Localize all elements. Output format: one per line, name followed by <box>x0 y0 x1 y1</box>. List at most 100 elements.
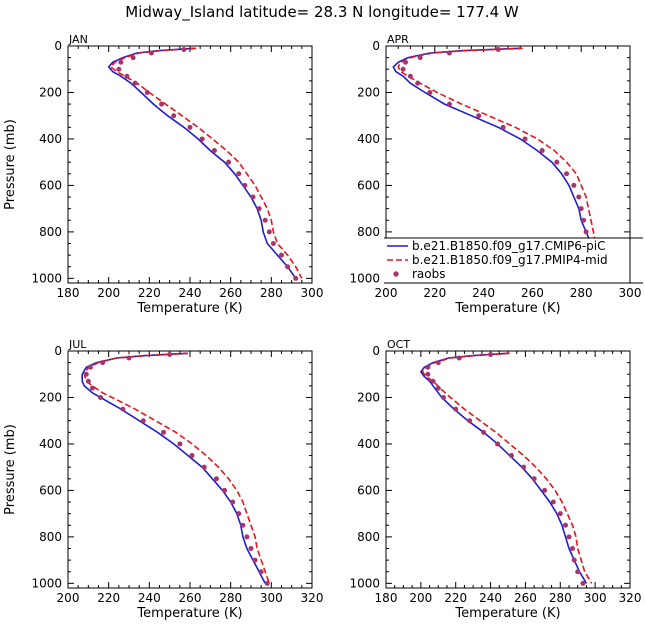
raobs-point <box>240 522 246 528</box>
panel-jul: 200 220 240 260 280 300 320 0 200 400 600 800 1000 JU… <box>3 338 323 621</box>
raobs-point <box>167 351 173 357</box>
raobs-point <box>557 511 563 517</box>
raobs-point <box>566 534 572 540</box>
y-tick-label: 0 <box>372 344 380 358</box>
raobs-point <box>476 113 482 119</box>
raobs-point <box>120 406 126 412</box>
legend-entry-label: b.e21.B1850.f09_g17.PMIP4-mid <box>412 253 608 267</box>
raobs-point <box>425 364 431 370</box>
raobs-point <box>427 89 433 95</box>
raobs-point <box>187 124 193 130</box>
x-tick-label: 300 <box>260 591 283 605</box>
raobs-point <box>569 546 575 551</box>
raobs-point <box>435 360 441 366</box>
y-tick-label: 0 <box>54 39 62 53</box>
raobs-point <box>256 206 262 212</box>
raobs-point <box>161 429 167 435</box>
raobs-point <box>403 59 409 65</box>
raobs-point <box>554 159 560 165</box>
panel-month-label: APR <box>387 33 409 46</box>
raobs-point <box>508 453 514 459</box>
raobs-point <box>425 371 431 377</box>
raobs-point <box>266 229 272 235</box>
raobs-point <box>189 453 195 459</box>
raobs-point <box>521 464 527 470</box>
raobs-point <box>481 429 487 435</box>
raobs-point <box>531 476 537 482</box>
series-line-pmip4 <box>83 352 271 584</box>
raobs-point <box>116 66 122 72</box>
x-tick-label: 260 <box>219 286 242 300</box>
x-tick-label: 260 <box>514 591 537 605</box>
raobs-point <box>581 217 587 223</box>
series-line-pmip4 <box>397 47 612 279</box>
raobs-point <box>236 171 242 177</box>
x-tick-label: 260 <box>521 286 544 300</box>
raobs-point <box>542 487 548 493</box>
raobs-point <box>211 148 217 154</box>
x-tick-label: 240 <box>138 591 161 605</box>
raobs-point <box>262 217 268 223</box>
raobs-point <box>130 55 136 61</box>
panel-month-label: JUL <box>68 338 87 351</box>
raobs-point <box>279 252 284 258</box>
y-tick-label: 600 <box>357 483 380 497</box>
raobs-point <box>244 534 250 540</box>
x-axis-label: Temperature (K) <box>454 301 560 316</box>
x-tick-label: 300 <box>619 286 642 300</box>
y-tick-label: 400 <box>357 437 380 451</box>
x-tick-label: 220 <box>423 286 446 300</box>
y-tick-label: 800 <box>39 225 62 239</box>
x-tick-label: 320 <box>301 591 324 605</box>
raobs-point <box>446 50 452 56</box>
y-tick-label: 400 <box>39 437 62 451</box>
legend: b.e21.B1850.f09_g17.CMIP6-piCb.e21.B1850… <box>384 237 643 284</box>
panels-container: 180 200 220 240 260 280 300 0 200 400 600 800 1000 JA… <box>3 33 643 621</box>
x-tick-label: 180 <box>375 591 398 605</box>
raobs-point <box>230 499 236 505</box>
raobs-point <box>453 406 459 412</box>
raobs-point <box>500 124 506 130</box>
x-tick-label: 300 <box>301 286 324 300</box>
raobs-point <box>435 385 441 391</box>
x-tick-label: 240 <box>479 591 502 605</box>
raobs-point <box>270 241 276 246</box>
raobs-point <box>248 546 254 551</box>
series-line-pmip4 <box>421 352 593 584</box>
raobs-point <box>539 148 545 154</box>
x-tick-label: 300 <box>584 591 607 605</box>
y-tick-label: 600 <box>39 178 62 192</box>
legend-entry-label: raobs <box>412 267 446 281</box>
plot-frame <box>67 45 313 284</box>
raobs-point <box>148 50 154 56</box>
raobs-point <box>467 418 473 424</box>
raobs-point <box>576 194 582 200</box>
raobs-point <box>441 394 447 400</box>
raobs-point <box>571 557 577 563</box>
y-tick-label: 200 <box>357 85 380 99</box>
y-tick-label: 400 <box>39 132 62 146</box>
x-tick-label: 180 <box>57 286 80 300</box>
raobs-point <box>98 394 104 400</box>
raobs-point <box>456 355 462 361</box>
panel-month-label: JAN <box>68 33 88 46</box>
raobs-point <box>201 464 207 470</box>
y-tick-label: 1000 <box>349 576 380 590</box>
raobs-point <box>89 385 95 391</box>
x-tick-label: 320 <box>619 591 642 605</box>
raobs-point <box>199 136 205 142</box>
raobs-point <box>258 569 264 575</box>
x-tick-label: 280 <box>260 286 283 300</box>
raobs-point <box>226 159 232 165</box>
raobs-point <box>140 418 146 424</box>
raobs-point <box>118 59 124 65</box>
y-tick-label: 600 <box>39 483 62 497</box>
raobs-point <box>446 101 452 107</box>
raobs-point <box>85 378 91 384</box>
raobs-point <box>488 351 494 357</box>
raobs-point <box>83 371 89 377</box>
y-tick-label: 0 <box>372 39 380 53</box>
y-tick-label: 1000 <box>349 271 380 285</box>
series-line-cmip6 <box>81 352 266 584</box>
legend-background <box>384 238 643 283</box>
